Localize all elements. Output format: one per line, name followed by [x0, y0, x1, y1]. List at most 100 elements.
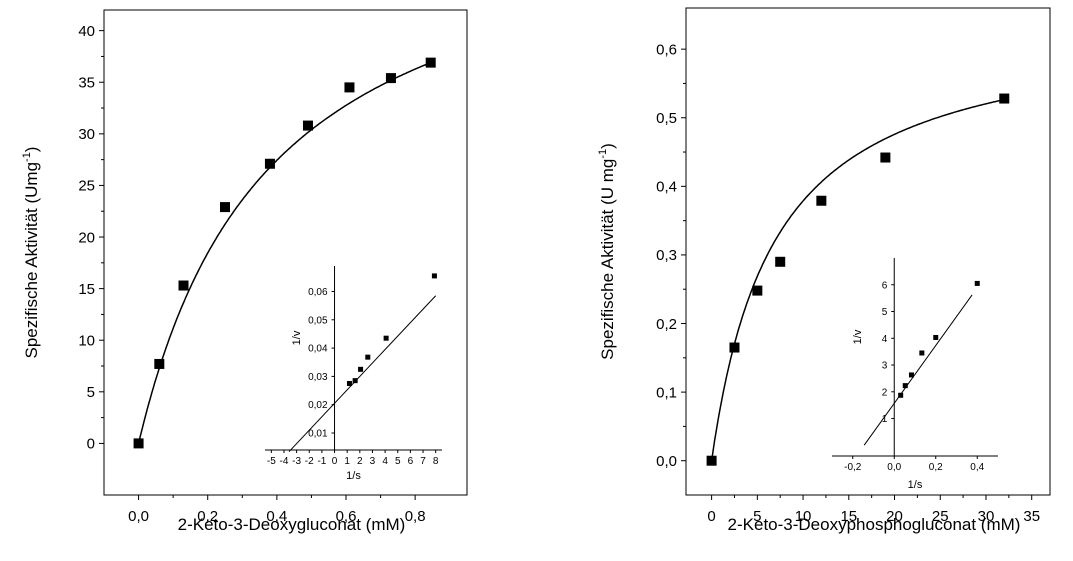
- right-inset-data-point: [974, 280, 980, 286]
- right-inset-x-axis-label: 1/s: [908, 479, 923, 491]
- left-inset-x-tick-label: -5: [267, 456, 276, 467]
- left-inset-data-point: [346, 380, 352, 386]
- left-chart-y-tick-label: 5: [87, 384, 95, 401]
- left-inset-x-tick-label: 2: [357, 456, 363, 467]
- left-chart-group: 0,0 0,2 0,4 0,6 0,805101520253035402-Keto-3-…: [21, 9, 468, 534]
- left-chart-y-tick-label: 0: [87, 436, 95, 453]
- right-chart-x-tick-label: 5: [753, 508, 761, 525]
- right-chart-y-tick-label: 0,1: [656, 384, 677, 401]
- right-chart-data-point: [729, 342, 740, 353]
- right-inset-data-point: [898, 392, 904, 398]
- right-chart-x-tick-label: 10: [795, 508, 812, 525]
- right-chart-y-tick-label: 0,0: [656, 453, 677, 470]
- left-chart-data-point: [264, 158, 275, 169]
- right-chart-y-axis-label-close: ): [598, 143, 617, 149]
- left-inset-x-tick-label: 4: [382, 456, 388, 467]
- left-chart-x-tick-label: 0,0: [128, 508, 149, 525]
- left-chart-data-point: [425, 57, 436, 68]
- left-inset-y-tick-label: 0,01: [308, 429, 328, 440]
- right-inset-x-tick-label: -0,2: [844, 462, 862, 473]
- left-inset-group: -5 -4 -3 -2 -1 0 1 2 3 4 5 6 7 8 0,01 0,02 0,03 0,04 0,05 0…: [265, 266, 442, 482]
- left-inset-data-point: [431, 273, 437, 279]
- left-chart-y-tick-label: 10: [78, 332, 95, 349]
- left-chart-y-tick-label: 15: [78, 281, 95, 298]
- right-chart-frame: [685, 7, 1051, 496]
- right-inset-x-tick-label: 0,4: [970, 462, 984, 473]
- left-inset-regression-line: [288, 295, 437, 453]
- left-inset-data-point: [383, 335, 389, 341]
- right-inset-data-point: [908, 372, 914, 378]
- left-chart-x-tick-label: 0,4: [266, 508, 287, 525]
- right-chart-data-point: [880, 152, 891, 163]
- right-chart-y-axis-label: Spezifische Aktivität (U mg-1): [597, 143, 617, 360]
- right-inset-y-tick-label: 4: [882, 334, 888, 345]
- right-inset-y-tick-label: 3: [882, 361, 888, 372]
- left-chart-x-tick-label: 0,6: [336, 508, 357, 525]
- right-chart-y-tick-label: 0,2: [656, 316, 677, 333]
- right-chart-x-tick-label: 30: [978, 508, 995, 525]
- right-inset-x-tick-label: 0,0: [887, 462, 901, 473]
- right-chart-data-point: [999, 93, 1010, 104]
- right-inset-y-tick-label: 2: [882, 387, 888, 398]
- left-chart-y-tick-label: 30: [78, 126, 95, 143]
- right-chart-data-point: [752, 285, 763, 296]
- right-chart-x-tick-label: 20: [886, 508, 903, 525]
- right-chart-x-axis-label: 2-Keto-3-Deoxyphosphogluconat (mM): [728, 515, 1021, 534]
- left-chart-x-tick-label: 0,2: [197, 508, 218, 525]
- left-inset-x-tick-label: 3: [370, 456, 376, 467]
- right-chart-x-tick-label: 15: [840, 508, 857, 525]
- right-chart-y-tick-label: 0,6: [656, 41, 677, 58]
- left-inset-x-tick-label: 1: [344, 456, 350, 467]
- left-chart-data-point: [385, 73, 396, 84]
- left-inset-x-tick-label: 8: [433, 456, 439, 467]
- right-chart-y-tick-label: 0,4: [656, 179, 677, 196]
- left-chart-x-tick-label: 0,8: [405, 508, 426, 525]
- left-chart-y-tick-label: 20: [78, 229, 95, 246]
- left-inset-data-point: [358, 366, 364, 372]
- right-chart-x-tick-label: 25: [932, 508, 949, 525]
- right-chart-data-point: [706, 455, 717, 466]
- right-inset-y-axis-label: 1/v: [852, 329, 864, 344]
- left-inset-data-point: [365, 354, 371, 360]
- right-chart-y-tick-label: 0,5: [656, 110, 677, 127]
- left-inset-x-tick-label: -1: [317, 456, 326, 467]
- left-chart-y-axis-label-close: ): [22, 147, 41, 153]
- left-inset-x-tick-label: -2: [305, 456, 314, 467]
- left-chart-data-point: [154, 358, 165, 369]
- left-chart-y-axis-label: Spezifische Aktivität (Umg-1): [21, 147, 41, 359]
- right-chart-x-tick-label: 35: [1023, 508, 1040, 525]
- left-inset-y-axis-label: 1/v: [291, 330, 303, 345]
- right-inset-regression-line: [863, 294, 973, 446]
- right-chart-data-point: [775, 256, 786, 267]
- right-inset-group: -0,2 0,0 0,2 0,4 1 2 3 4 5 6 1/s 1/v: [832, 258, 998, 491]
- left-chart-data-point: [344, 82, 355, 93]
- left-inset-x-tick-label: 5: [395, 456, 401, 467]
- left-chart-data-point: [220, 202, 230, 213]
- left-inset-x-tick-label: 7: [420, 456, 426, 467]
- left-inset-y-tick-label: 0,06: [308, 287, 328, 298]
- left-inset-y-tick-label: 0,03: [308, 372, 328, 383]
- right-chart-y-axis-label-sup: -1: [597, 149, 609, 159]
- left-inset-x-tick-label: -4: [280, 456, 289, 467]
- left-chart-y-axis-label-sup: -1: [21, 152, 33, 162]
- left-inset-x-tick-label: 0: [332, 456, 338, 467]
- left-inset-y-tick-label: 0,05: [308, 315, 328, 326]
- left-inset-data-point: [352, 378, 358, 384]
- right-chart-fit-curve: [710, 98, 1005, 461]
- right-inset-y-tick-label: 1: [882, 414, 888, 425]
- right-chart-data-point: [816, 195, 827, 206]
- left-inset-x-tick-label: -3: [292, 456, 301, 467]
- left-inset-y-tick-label: 0,02: [308, 400, 328, 411]
- right-inset-y-tick-label: 6: [882, 280, 888, 291]
- right-chart-x-tick-label: 0: [707, 508, 715, 525]
- right-inset-data-point: [902, 383, 908, 389]
- left-chart-y-tick-label: 40: [78, 23, 95, 40]
- left-inset-x-axis-label: 1/s: [346, 470, 361, 482]
- right-inset-data-point: [919, 350, 925, 356]
- right-chart-y-axis-label-main: Spezifische Aktivität (U mg: [598, 159, 617, 360]
- left-chart-x-axis-label: 2-Keto-3-Deoxygluconat (mM): [178, 515, 406, 534]
- right-inset-data-point: [933, 334, 939, 340]
- left-chart-frame: [103, 9, 468, 496]
- left-inset-x-tick-label: 6: [408, 456, 414, 467]
